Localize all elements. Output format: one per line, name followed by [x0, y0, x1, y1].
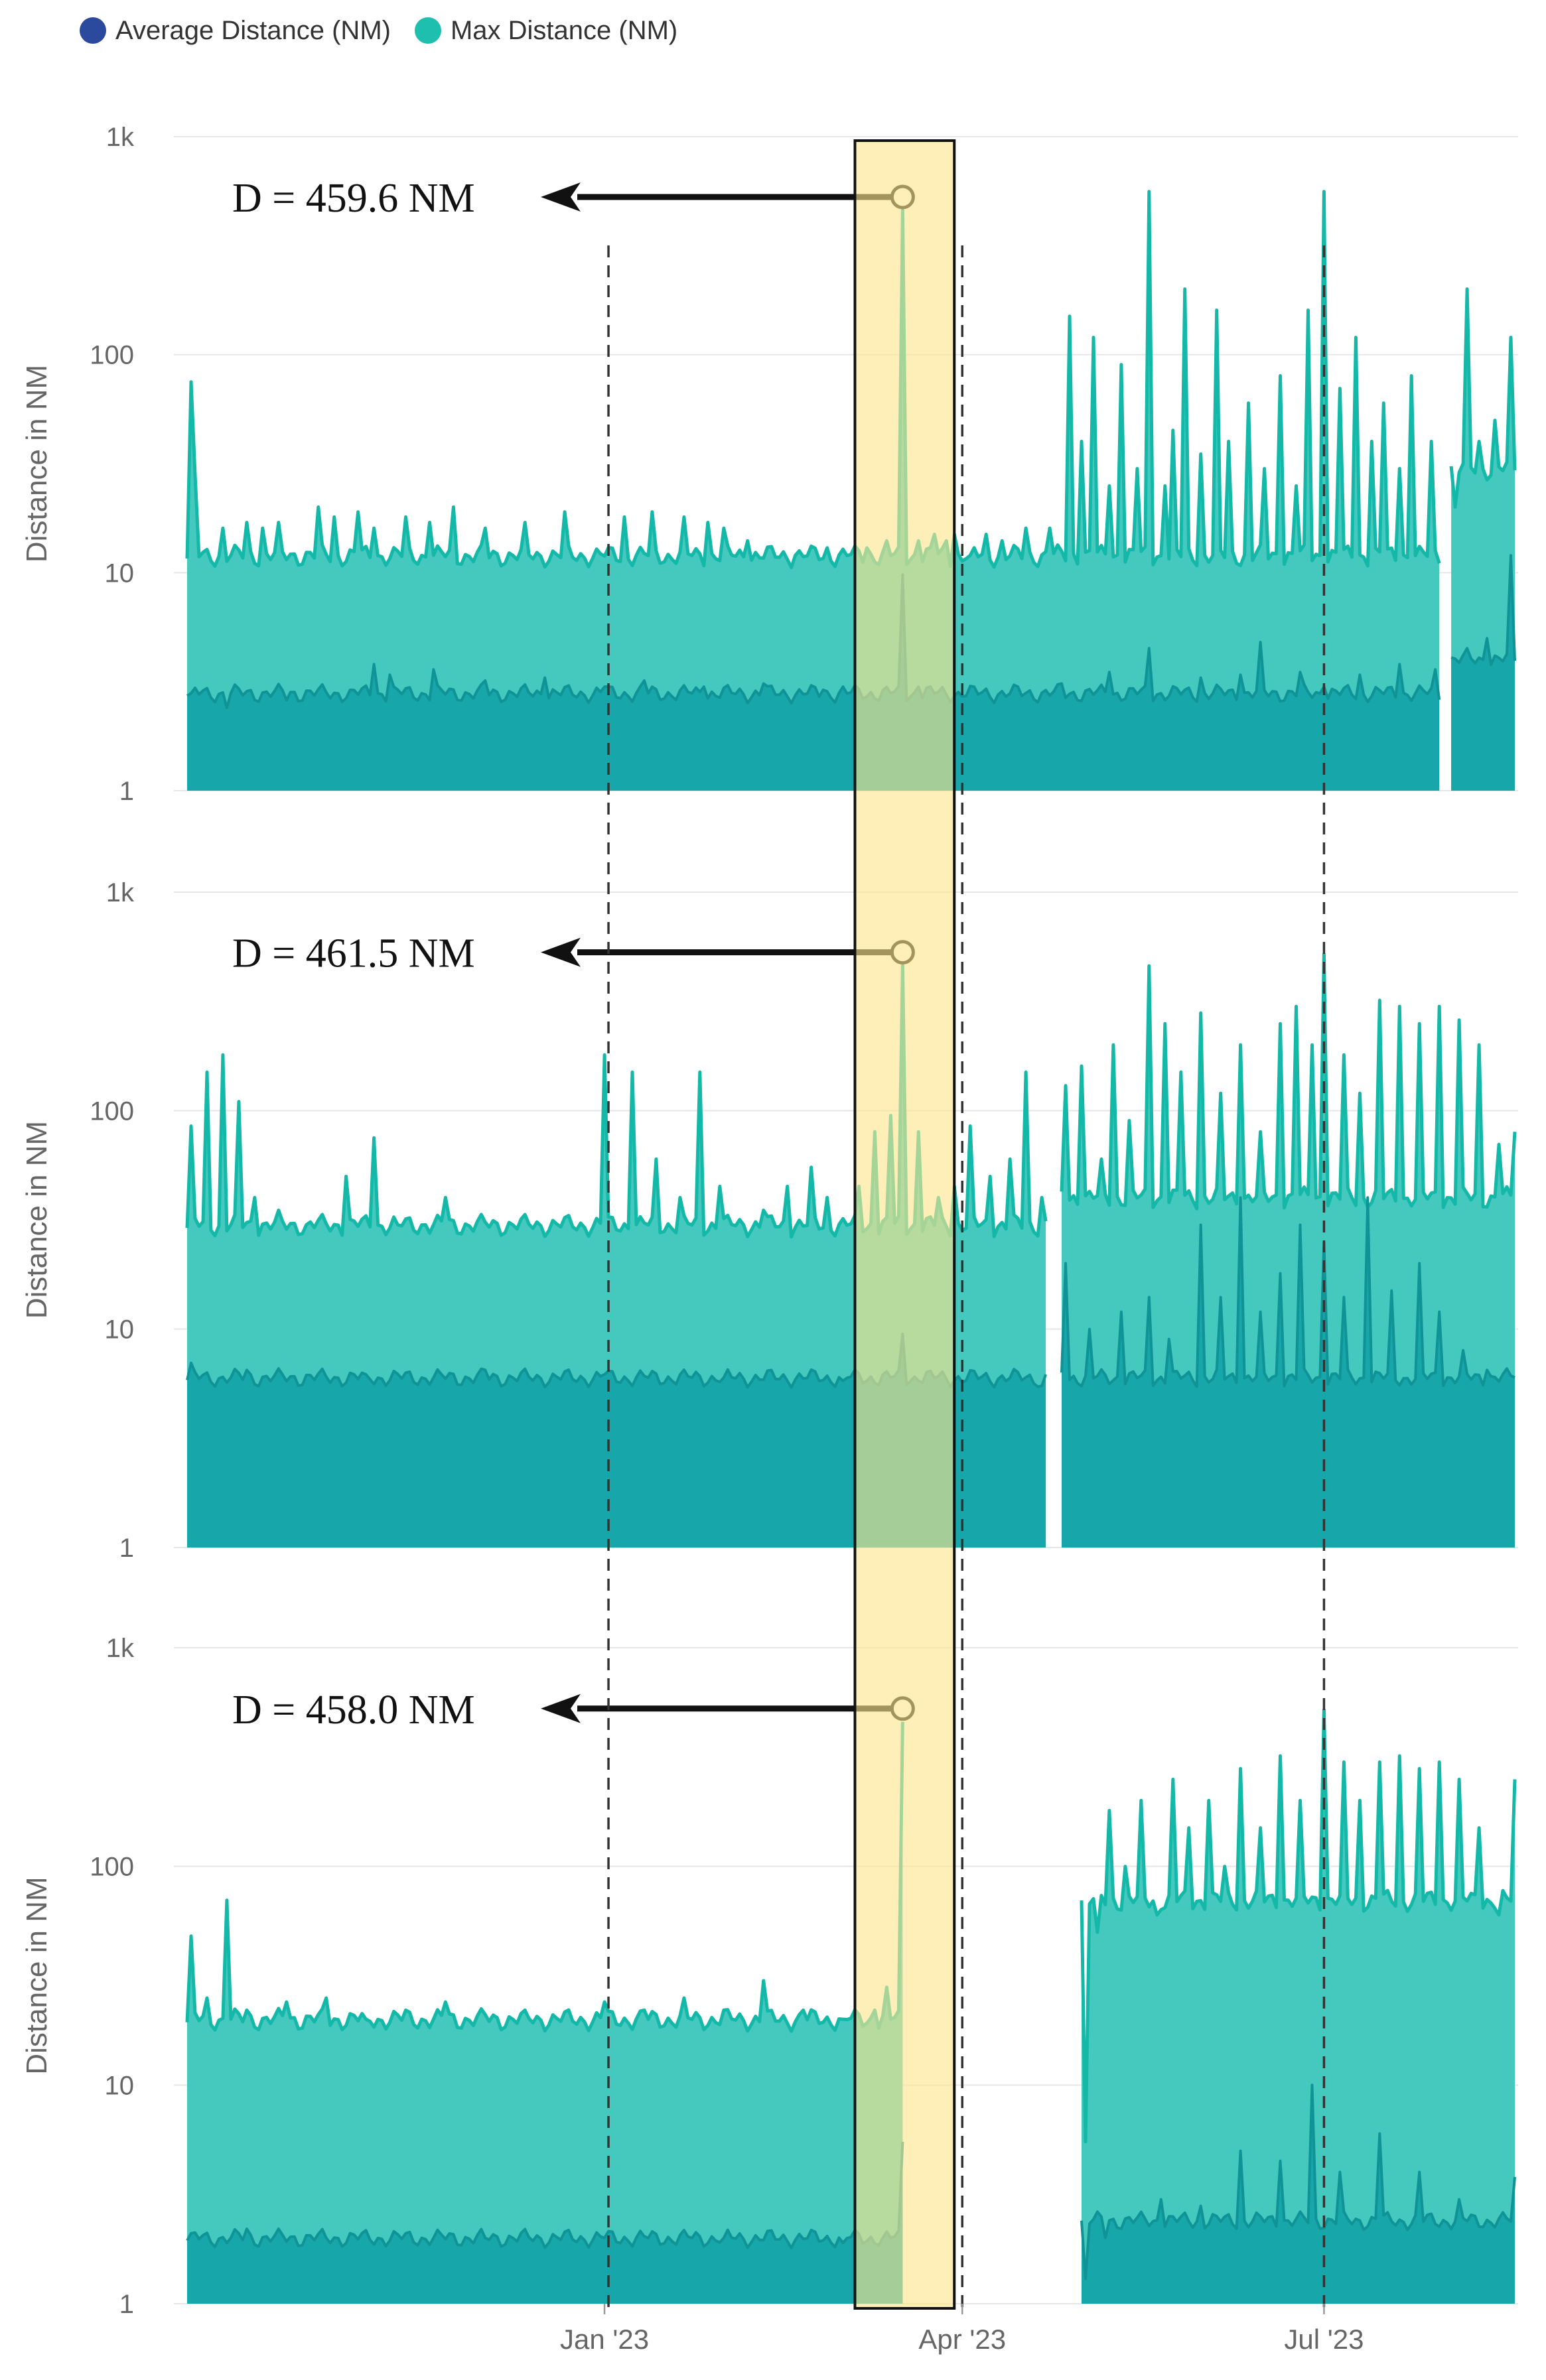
legend-marker-max: [414, 17, 441, 44]
x-tick-label: Jan '23: [560, 2324, 649, 2355]
highlight-band-border: [853, 139, 956, 2310]
legend: Average Distance (NM) Max Distance (NM): [80, 9, 677, 52]
average-distance-area: [187, 1334, 1046, 1548]
legend-label-max: Max Distance (NM): [450, 15, 678, 45]
max-distance-area: [187, 1721, 903, 2304]
average-distance-line: [1450, 554, 1516, 667]
average-distance-area: [187, 2141, 903, 2304]
y-tick-label: 1: [119, 1534, 134, 1563]
panel-3: 1 10 100 1k Distance in NM D = 458.0 NM: [21, 1634, 1518, 2319]
max-distance-area: [187, 191, 1440, 791]
average-distance-area: [1062, 1197, 1515, 1548]
average-distance-area: [1082, 2085, 1515, 2304]
y-axis-title: Distance in NM: [21, 1121, 53, 1319]
average-distance-line: [186, 573, 1441, 709]
peak-annotation: D = 458.0 NM: [232, 1687, 475, 1733]
max-distance-line: [1449, 287, 1517, 509]
legend-marker-average: [80, 17, 106, 44]
peak-annotation: D = 459.6 NM: [232, 176, 475, 221]
y-tick-label: 100: [90, 1096, 134, 1126]
highlight-band: [855, 141, 955, 2308]
max-distance-line: [185, 190, 1441, 569]
panel-2: 1 10 100 1k Distance in NM D = 461.5 NM: [21, 878, 1518, 1563]
panel-1: 1 10 100 1k Distance in NM D = 459.6 NM: [21, 123, 1518, 806]
y-axis-title: Distance in NM: [21, 365, 53, 562]
max-distance-line: [1060, 953, 1517, 1211]
max-distance-line: [185, 1721, 904, 2033]
peak-annotation: D = 461.5 NM: [232, 931, 475, 976]
average-distance-line: [1060, 1196, 1515, 1388]
legend-item-average[interactable]: Average Distance (NM): [80, 16, 391, 46]
average-distance-line: [1080, 2083, 1516, 2281]
y-tick-label: 100: [90, 341, 134, 370]
average-distance-area: [1451, 555, 1515, 791]
y-tick-label: 1k: [106, 878, 135, 907]
y-tick-label: 1k: [106, 123, 135, 152]
y-tick-label: 10: [105, 2071, 135, 2100]
average-distance-area: [187, 574, 1440, 791]
legend-item-max[interactable]: Max Distance (NM): [414, 15, 678, 46]
x-tick-label: Jul '23: [1284, 2324, 1364, 2355]
y-tick-label: 10: [105, 559, 135, 588]
annotation-arrow-head: [541, 1693, 581, 1723]
y-tick-label: 1: [119, 2290, 134, 2319]
annotation-arrow-head: [541, 182, 581, 212]
y-tick-label: 100: [90, 1853, 134, 1882]
y-tick-label: 1k: [106, 1634, 135, 1663]
x-tick-label: Apr '23: [918, 2324, 1006, 2355]
y-axis-title: Distance in NM: [21, 1877, 53, 2074]
max-distance-line: [1080, 1708, 1517, 2144]
y-tick-label: 1: [119, 777, 134, 806]
legend-label-average: Average Distance (NM): [115, 15, 391, 45]
average-distance-line: [186, 2141, 904, 2249]
annotation-arrow-head: [541, 937, 581, 967]
y-tick-label: 10: [105, 1315, 135, 1345]
